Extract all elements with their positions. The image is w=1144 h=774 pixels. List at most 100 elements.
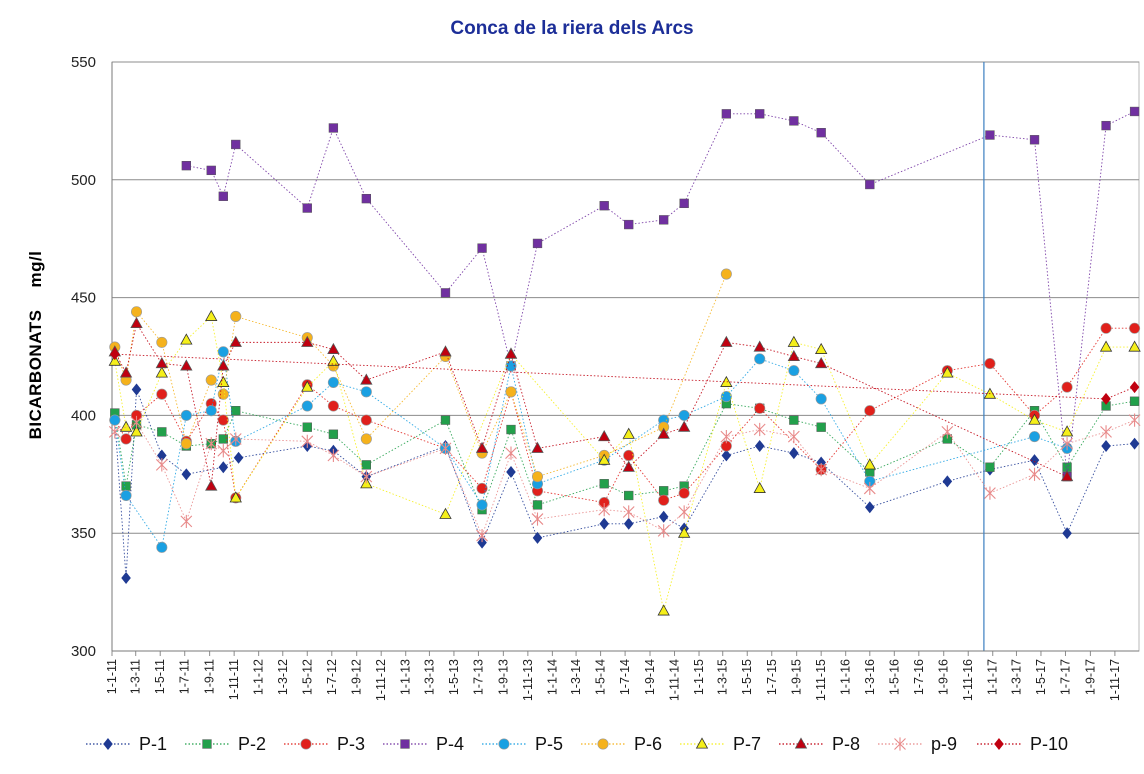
data-point	[721, 449, 732, 462]
data-point	[1029, 431, 1041, 443]
data-point	[1061, 381, 1073, 393]
data-point	[753, 481, 766, 493]
data-point	[532, 238, 543, 249]
legend-item: P-7	[680, 734, 761, 754]
data-point	[677, 420, 691, 432]
data-point	[1028, 413, 1041, 425]
data-point	[327, 354, 340, 366]
data-point	[624, 490, 634, 501]
data-point	[720, 268, 732, 280]
x-tick-label: 1-11-15	[814, 659, 828, 701]
data-point	[130, 306, 143, 318]
data-point	[180, 514, 193, 529]
data-point	[110, 348, 120, 361]
data-point	[531, 471, 544, 483]
legend-label: P-3	[337, 734, 365, 754]
data-point	[788, 365, 800, 377]
data-point	[360, 470, 373, 484]
legend-label: P-8	[832, 734, 860, 754]
data-point	[327, 342, 340, 354]
data-point	[361, 193, 371, 204]
data-point	[984, 358, 996, 370]
y-tick-label: 400	[71, 407, 96, 424]
data-point	[505, 446, 517, 460]
data-point	[1129, 106, 1140, 117]
data-point	[400, 739, 410, 749]
data-point	[301, 335, 314, 347]
x-tick-label: 1-7-16	[912, 659, 926, 695]
data-point	[864, 405, 876, 417]
data-point	[180, 333, 193, 345]
data-point	[942, 475, 953, 488]
x-tick-label: 1-11-11	[227, 659, 241, 700]
data-point	[787, 335, 801, 347]
data-point	[205, 374, 217, 386]
x-tick-label: 1-3-11	[129, 659, 143, 694]
data-point	[754, 440, 765, 453]
data-point	[231, 139, 241, 150]
data-point	[130, 415, 143, 430]
data-point	[327, 448, 340, 463]
data-point	[678, 487, 690, 499]
data-point	[217, 388, 229, 400]
data-point	[361, 460, 371, 470]
data-point	[218, 434, 228, 444]
data-point	[476, 528, 488, 543]
data-point	[328, 429, 339, 439]
data-point	[506, 424, 516, 435]
data-point	[202, 739, 212, 749]
data-point	[753, 422, 766, 437]
y-tick-label: 500	[71, 172, 96, 189]
series-p-9	[108, 413, 1141, 543]
data-point	[597, 738, 609, 750]
data-point	[1129, 437, 1140, 450]
data-point	[677, 526, 691, 538]
x-tick-label: 1-7-14	[618, 659, 632, 695]
legend-label: P-2	[238, 734, 266, 754]
data-point	[205, 405, 217, 417]
data-point	[789, 447, 799, 460]
y-tick-label: 350	[71, 525, 96, 542]
data-point	[131, 383, 142, 396]
x-tick-label: 1-7-13	[471, 659, 485, 695]
data-point	[1129, 322, 1141, 334]
legend-item: P-3	[284, 734, 365, 754]
x-tick-label: 1-5-16	[887, 659, 901, 695]
data-point	[753, 340, 766, 352]
data-point	[814, 356, 828, 369]
legend: P-1 P-2 P-3 P-4 P-5 P-6 P-7 P-8 p-9 P-10	[86, 734, 1068, 754]
data-point	[815, 393, 827, 405]
data-point	[109, 414, 121, 426]
data-point	[985, 130, 995, 140]
data-point	[439, 345, 452, 357]
series-p-6	[109, 268, 732, 483]
data-point	[1028, 467, 1041, 481]
x-tick-label: 1-9-12	[350, 659, 364, 695]
data-point	[477, 243, 487, 253]
x-tick-label: 1-1-17	[986, 659, 1000, 695]
data-point	[440, 415, 451, 425]
data-point	[721, 109, 732, 119]
data-point	[678, 505, 691, 519]
data-point	[217, 359, 230, 371]
data-point	[156, 388, 168, 400]
data-point	[815, 462, 828, 477]
legend-label: P-1	[139, 734, 167, 754]
data-point	[678, 409, 690, 421]
data-point	[302, 422, 312, 432]
legend-label: P-7	[733, 734, 761, 754]
data-point	[217, 346, 229, 358]
data-point	[941, 425, 954, 439]
data-point	[360, 386, 372, 398]
data-point	[623, 517, 634, 530]
data-point	[865, 179, 875, 190]
data-point	[984, 486, 996, 500]
data-point	[327, 400, 339, 412]
series-line	[114, 353, 1135, 400]
data-point	[994, 738, 1004, 750]
series-line	[114, 322, 1068, 487]
x-tick-label: 1-5-15	[740, 659, 754, 695]
data-point	[622, 505, 635, 519]
x-tick-label: 1-11-16	[961, 659, 975, 701]
